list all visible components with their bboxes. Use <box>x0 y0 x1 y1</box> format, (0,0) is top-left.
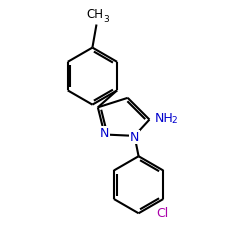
Text: CH: CH <box>86 8 104 21</box>
Text: N: N <box>100 127 109 140</box>
Text: Cl: Cl <box>156 206 168 220</box>
Text: NH: NH <box>154 112 173 125</box>
Text: 2: 2 <box>172 116 177 126</box>
Text: 3: 3 <box>103 15 109 24</box>
Text: N: N <box>130 131 139 144</box>
